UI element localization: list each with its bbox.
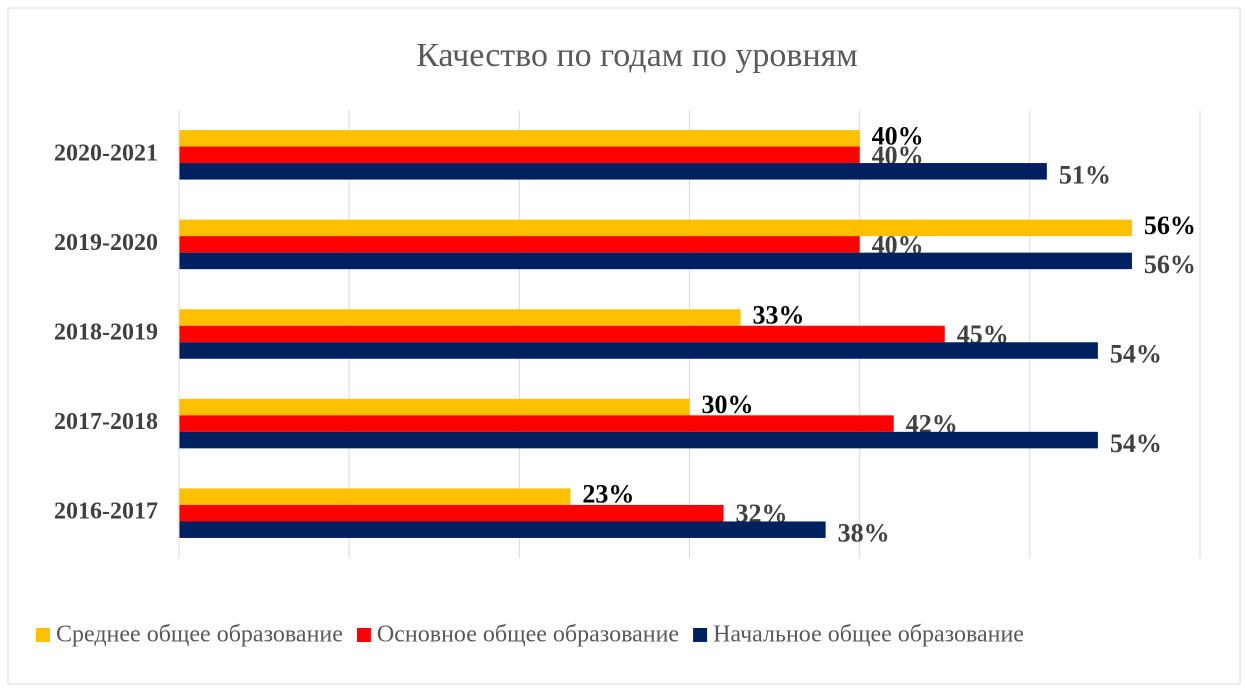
bar (179, 521, 826, 538)
data-label: 30% (702, 390, 754, 419)
bar (179, 236, 860, 253)
y-tick-label: 2019-2020 (54, 230, 158, 256)
bar (179, 504, 724, 522)
bar (179, 219, 1132, 237)
data-label: 23% (582, 480, 634, 509)
data-label: 54% (1110, 339, 1162, 368)
y-tick-label: 2018-2019 (54, 320, 158, 346)
bar (179, 309, 741, 326)
y-tick-label: 2017-2018 (54, 409, 158, 435)
bar (179, 252, 1132, 270)
bar (179, 163, 1047, 180)
bar (179, 415, 894, 432)
legend-label: Начальное общее образование (713, 622, 1024, 648)
legend-swatch (36, 628, 50, 642)
bar (179, 146, 860, 164)
data-label: 56% (1144, 250, 1196, 279)
chart-title: Качество по годам по уровням (416, 37, 858, 74)
bar (179, 431, 1098, 449)
bar (179, 398, 690, 416)
bar (179, 325, 945, 343)
data-label: 40% (872, 121, 924, 150)
data-label: 54% (1110, 429, 1162, 458)
legend-swatch (693, 628, 708, 642)
bar (179, 342, 1098, 359)
data-label: 38% (838, 519, 890, 548)
data-label: 56% (1144, 211, 1196, 240)
bar (179, 488, 571, 505)
data-label: 51% (1059, 160, 1111, 189)
data-label: 33% (753, 300, 805, 329)
legend-label: Среднее общее образование (56, 622, 343, 648)
legend-label: Основное общее образование (377, 622, 679, 648)
bar (179, 130, 860, 147)
y-tick-label: 2020-2021 (54, 140, 158, 166)
y-tick-label: 2016-2017 (54, 499, 158, 525)
legend-swatch (356, 628, 371, 642)
